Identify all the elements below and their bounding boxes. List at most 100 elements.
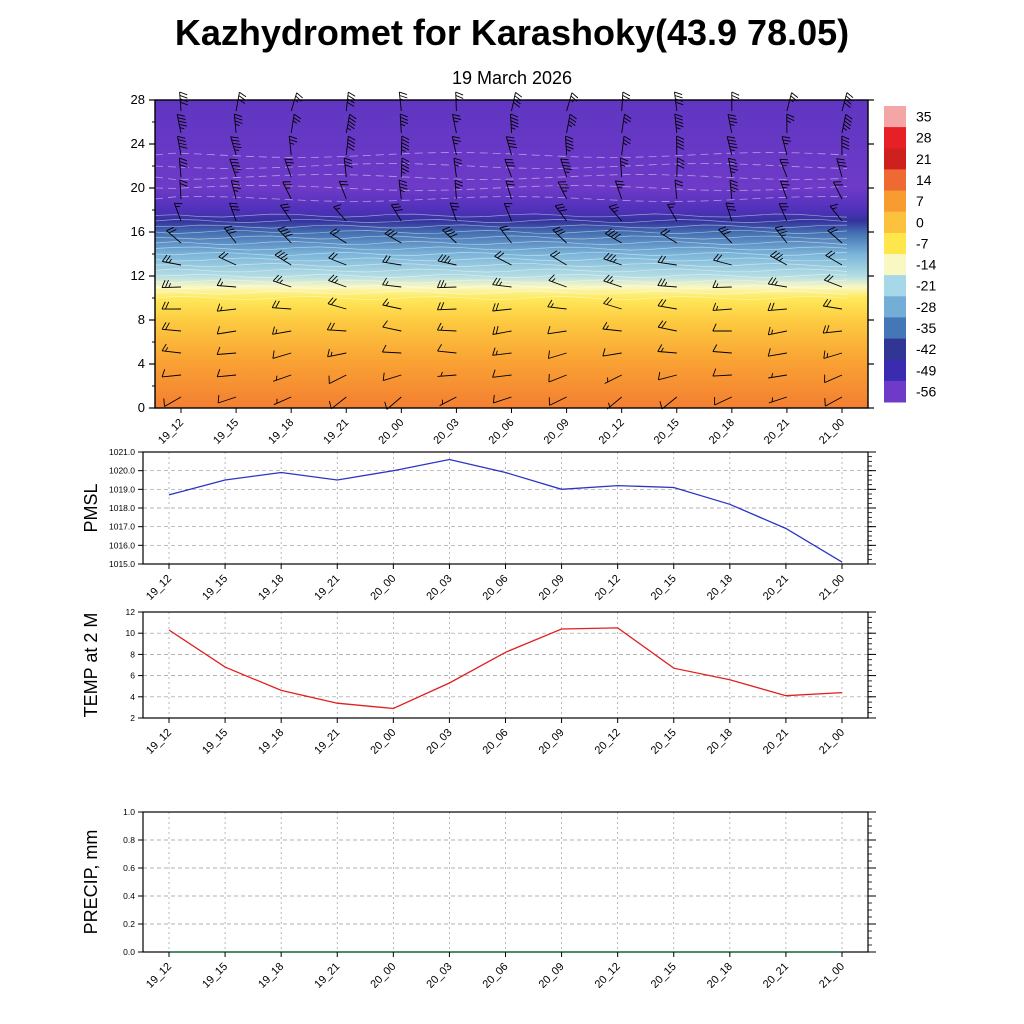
svg-text:1017.0: 1017.0 (109, 522, 135, 532)
svg-text:19_15: 19_15 (200, 961, 230, 991)
svg-text:-42: -42 (916, 341, 936, 357)
svg-text:21_00: 21_00 (817, 417, 847, 447)
svg-text:20_12: 20_12 (593, 727, 623, 757)
svg-text:-21: -21 (916, 278, 936, 294)
svg-text:20_03: 20_03 (424, 727, 454, 757)
svg-text:20_15: 20_15 (649, 573, 679, 603)
svg-text:21_00: 21_00 (817, 961, 847, 991)
svg-text:20_03: 20_03 (431, 417, 461, 447)
svg-text:12: 12 (126, 607, 136, 617)
svg-text:7: 7 (916, 193, 924, 209)
svg-text:20_09: 20_09 (542, 417, 572, 447)
svg-text:20_18: 20_18 (705, 727, 735, 757)
svg-text:20_15: 20_15 (649, 727, 679, 757)
panel-temp2m: 2 4 6 8 10 12 19_12 19_15 19_18 19_21 20_00 20_03 20… (81, 607, 876, 757)
svg-text:28: 28 (131, 92, 145, 107)
svg-text:19_15: 19_15 (211, 417, 241, 447)
svg-text:2: 2 (130, 713, 135, 723)
svg-text:19_21: 19_21 (321, 417, 351, 447)
svg-text:1016.0: 1016.0 (109, 540, 135, 550)
svg-text:-35: -35 (916, 320, 936, 336)
svg-text:28: 28 (916, 130, 932, 146)
svg-text:PMSL: PMSL (81, 483, 101, 532)
svg-text:-28: -28 (916, 299, 936, 315)
svg-text:19_21: 19_21 (312, 573, 342, 603)
heatmap-panel: 0 4 8 12 16 20 24 28 19_12 19_15 19_18 19_21 20_00 20… (131, 91, 874, 447)
svg-text:1019.0: 1019.0 (109, 484, 135, 494)
svg-text:20_03: 20_03 (424, 573, 454, 603)
series-temp2m (168, 627, 843, 710)
svg-text:0.6: 0.6 (123, 863, 135, 873)
date-subtitle: 19 March 2026 (451, 68, 573, 88)
svg-text:19_18: 19_18 (266, 417, 296, 447)
svg-text:20_06: 20_06 (487, 417, 517, 447)
series-pmsl (168, 458, 843, 563)
svg-text:1018.0: 1018.0 (109, 503, 135, 513)
svg-text:19_12: 19_12 (156, 417, 186, 447)
svg-text:20_21: 20_21 (761, 573, 791, 603)
svg-text:20_06: 20_06 (481, 573, 511, 603)
svg-text:0.2: 0.2 (123, 919, 135, 929)
svg-text:20_03: 20_03 (424, 961, 454, 991)
svg-text:19_21: 19_21 (312, 727, 342, 757)
svg-text:20_21: 20_21 (761, 961, 791, 991)
svg-text:14: 14 (916, 172, 932, 188)
svg-text:20_12: 20_12 (597, 417, 627, 447)
svg-text:-7: -7 (916, 235, 929, 251)
colorbar: 35 28 21 14 7 0 -7 -14 -21 -28 -35 -42 -49 -56 (884, 106, 936, 403)
svg-text:20_09: 20_09 (537, 961, 567, 991)
svg-text:20: 20 (131, 180, 145, 195)
svg-text:20_06: 20_06 (481, 961, 511, 991)
svg-text:20_06: 20_06 (481, 727, 511, 757)
svg-text:0.0: 0.0 (123, 947, 135, 957)
svg-text:19_12: 19_12 (144, 573, 174, 603)
svg-text:19_15: 19_15 (200, 573, 230, 603)
svg-text:20_09: 20_09 (537, 727, 567, 757)
svg-text:20_00: 20_00 (376, 417, 406, 447)
svg-text:0: 0 (916, 214, 924, 230)
svg-text:20_21: 20_21 (761, 727, 791, 757)
svg-text:20_00: 20_00 (368, 727, 398, 757)
svg-text:20_18: 20_18 (707, 417, 737, 447)
panel-pmsl: 1015.0 1016.0 1017.0 1018.0 1019.0 1020.0 1021… (81, 447, 876, 603)
svg-text:6: 6 (130, 671, 135, 681)
svg-text:16: 16 (131, 224, 145, 239)
svg-text:8: 8 (138, 312, 145, 327)
svg-text:0: 0 (138, 400, 145, 415)
svg-text:19_12: 19_12 (144, 961, 174, 991)
svg-text:1020.0: 1020.0 (109, 466, 135, 476)
svg-text:19_18: 19_18 (256, 961, 286, 991)
svg-text:20_00: 20_00 (368, 573, 398, 603)
svg-text:20_00: 20_00 (368, 961, 398, 991)
svg-text:21_00: 21_00 (817, 573, 847, 603)
svg-text:35: 35 (916, 109, 932, 125)
svg-text:PRECIP, mm: PRECIP, mm (81, 830, 101, 935)
svg-text:1021.0: 1021.0 (109, 447, 135, 457)
svg-text:8: 8 (130, 649, 135, 659)
svg-text:20_18: 20_18 (705, 961, 735, 991)
svg-text:20_12: 20_12 (593, 573, 623, 603)
svg-text:19_18: 19_18 (256, 727, 286, 757)
svg-text:12: 12 (131, 268, 145, 283)
svg-text:0.4: 0.4 (123, 891, 135, 901)
panel-precip: 0.0 0.2 0.4 0.6 0.8 1.0 19_12 19_15 19_18 19_21 20… (81, 807, 876, 991)
svg-text:1015.0: 1015.0 (109, 559, 135, 569)
svg-text:10: 10 (126, 628, 136, 638)
svg-text:20_18: 20_18 (705, 573, 735, 603)
svg-text:-14: -14 (916, 257, 936, 273)
svg-text:24: 24 (131, 136, 145, 151)
page-title: Kazhydromet for Karashoky(43.9 78.05) (174, 12, 850, 53)
svg-text:20_15: 20_15 (652, 417, 682, 447)
svg-text:-49: -49 (916, 362, 936, 378)
svg-text:4: 4 (130, 692, 135, 702)
svg-text:19_18: 19_18 (256, 573, 286, 603)
svg-text:0.8: 0.8 (123, 835, 135, 845)
svg-text:20_21: 20_21 (762, 417, 792, 447)
svg-text:19_15: 19_15 (200, 727, 230, 757)
svg-text:1.0: 1.0 (123, 807, 135, 817)
svg-text:4: 4 (138, 356, 145, 371)
svg-text:20_15: 20_15 (649, 961, 679, 991)
svg-text:21: 21 (916, 151, 932, 167)
